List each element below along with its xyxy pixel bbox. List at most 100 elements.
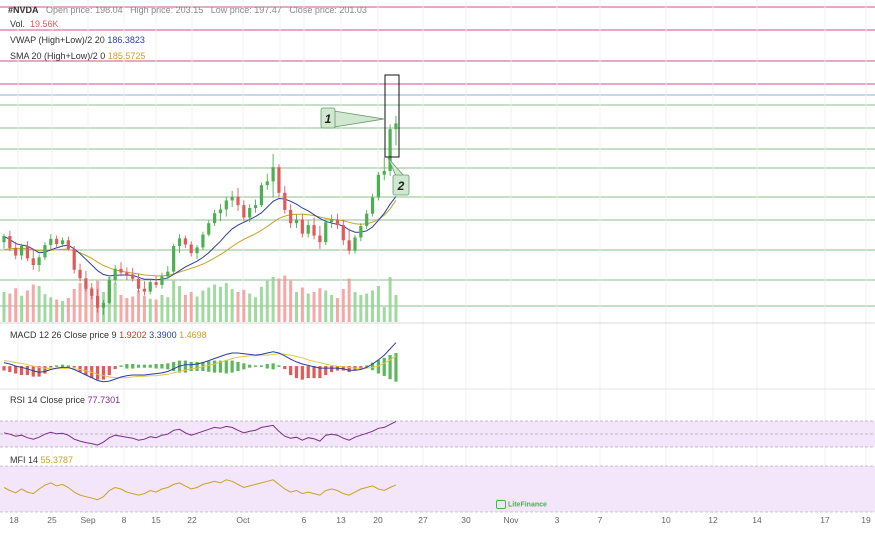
candle-body	[96, 295, 100, 308]
volume-bar	[84, 278, 88, 322]
candle-body	[31, 258, 35, 265]
volume-bar	[353, 292, 357, 322]
open-value: 198.04	[95, 5, 123, 15]
candle-body	[2, 236, 6, 243]
volume-bar	[61, 301, 64, 322]
candle-body	[218, 209, 223, 214]
macd-histogram-bar	[49, 366, 53, 368]
candle-body	[136, 278, 141, 289]
macd-histogram-bar	[324, 366, 328, 376]
macd-histogram-bar	[365, 365, 369, 367]
macd-histogram-bar	[318, 366, 322, 379]
macd-line	[3, 342, 397, 383]
macd-histogram-bar	[101, 366, 106, 380]
volume-bar	[137, 290, 141, 322]
macd-value-3: 1.4698	[179, 330, 207, 340]
candle-body	[335, 219, 340, 226]
volume-bar	[20, 295, 24, 322]
rsi-label: RSI 14 Close price	[10, 395, 86, 405]
volume-bar	[359, 295, 363, 322]
macd-histogram-bar	[271, 363, 275, 370]
volume-bar	[119, 295, 123, 322]
candle-body	[370, 197, 375, 214]
volume-bar	[25, 290, 29, 322]
candle-body	[43, 245, 47, 258]
candle-body	[253, 205, 258, 208]
macd-histogram-bar	[25, 366, 29, 376]
candle-body	[318, 235, 322, 243]
candle-body	[119, 268, 123, 273]
highlight-box	[384, 74, 400, 158]
low-value: 197.47	[254, 5, 282, 15]
macd-histogram-bar	[218, 360, 223, 373]
volume-bar	[207, 287, 211, 322]
volume-bar	[277, 278, 281, 322]
volume-bar	[312, 292, 316, 322]
macd-label: MACD 12 26 Close price 9	[10, 330, 117, 340]
candle-body	[213, 213, 217, 224]
candle-body	[84, 278, 88, 289]
volume-bar	[347, 278, 351, 322]
macd-histogram-bar	[213, 360, 217, 373]
candle-body	[394, 123, 398, 130]
candle-body	[19, 246, 24, 256]
macd-histogram-bar	[142, 364, 146, 368]
vwap-label: VWAP (High+Low)/2 20	[10, 35, 105, 45]
sma-line	[3, 200, 397, 277]
candle-body	[177, 238, 182, 246]
x-tick-label: Sep	[80, 515, 95, 525]
candle-body	[277, 167, 281, 193]
volume-bar	[283, 275, 287, 322]
callout-2-box	[392, 174, 410, 196]
macd-histogram-bar	[172, 361, 176, 371]
candle-body	[107, 280, 111, 303]
volume-bar	[66, 298, 70, 322]
x-tick-label: 17	[820, 515, 830, 525]
close-value: 201.03	[339, 5, 367, 15]
rsi-value: 77.7301	[87, 395, 121, 405]
candle-body	[113, 268, 117, 281]
sma-label: SMA 20 (High+Low)/2 0	[10, 51, 106, 61]
mfi-legend: MFI 14 55.3787	[10, 455, 73, 465]
sma-legend: SMA 20 (High+Low)/2 0 185.5725	[10, 51, 145, 61]
macd-histogram-bar	[207, 361, 211, 372]
macd-legend: MACD 12 26 Close price 9 1.9202 3.3900 1…	[10, 330, 207, 340]
volume-bar	[248, 293, 252, 322]
candle-body	[242, 205, 246, 218]
candle-body	[49, 238, 53, 246]
macd-histogram-bar	[376, 359, 380, 374]
volume-bar	[72, 289, 76, 322]
macd-value-1: 1.9202	[119, 330, 147, 340]
mfi-line	[3, 479, 397, 501]
macd-histogram-bar	[359, 366, 363, 370]
open-label: Open price:	[46, 5, 93, 15]
macd-histogram-bar	[119, 365, 123, 367]
macd-histogram-bar	[259, 365, 263, 367]
candle-body	[8, 236, 12, 248]
x-tick-label: Nov	[503, 515, 519, 525]
macd-histogram-bar	[312, 366, 316, 379]
candle-body	[300, 219, 304, 234]
candle-body	[60, 240, 65, 245]
candle-body	[66, 240, 70, 249]
volume-bar	[2, 292, 6, 322]
macd-histogram-bar	[2, 366, 6, 371]
macd-histogram-bar	[55, 365, 59, 367]
macd-histogram-bar	[113, 366, 117, 370]
macd-histogram-bar	[300, 366, 304, 380]
volume-bar	[306, 293, 310, 322]
candle-body	[55, 238, 59, 245]
candle-body	[248, 208, 252, 218]
macd-histogram-bar	[224, 359, 228, 374]
volume-bar	[300, 287, 304, 322]
volume-bar	[78, 283, 82, 322]
candle-body	[166, 271, 170, 277]
callout-1-box	[320, 107, 336, 129]
macd-histogram-bar	[131, 364, 135, 369]
volume-bar	[14, 288, 18, 322]
macd-histogram-bar	[37, 366, 41, 377]
candle-body	[330, 219, 334, 223]
candle-body	[14, 247, 18, 256]
